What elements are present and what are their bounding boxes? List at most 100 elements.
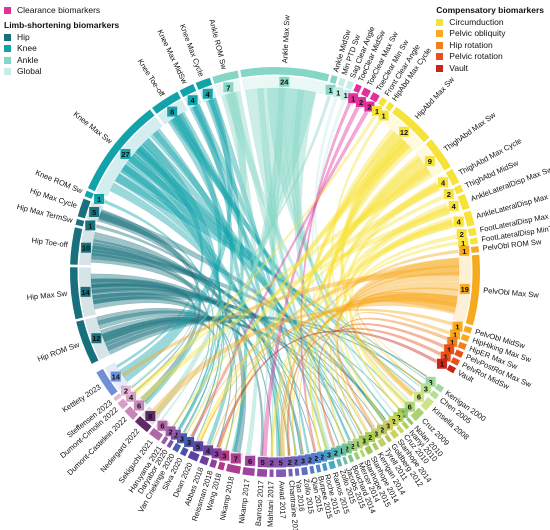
- chord-ribbon: [190, 111, 369, 438]
- study-sector: 5: [187, 438, 205, 462]
- biomarker-outer-band: [195, 77, 213, 90]
- chord-ribbon: [313, 241, 458, 450]
- study-outer-band: [301, 466, 309, 476]
- study-outer-band: [187, 450, 200, 462]
- study-sector: 2: [113, 385, 133, 402]
- biomarker-label-thighabd-max-sw: ThighAbd Max Sw: [442, 110, 498, 154]
- biomarker-outer-band: [454, 349, 464, 358]
- biomarker-sector: 8: [152, 91, 188, 125]
- biomarker-sector: 7: [212, 70, 242, 97]
- chord-ribbon: [340, 136, 414, 396]
- study-count: 3: [429, 378, 433, 387]
- biomarker-sector: 4: [179, 84, 202, 110]
- study-sector: 3: [179, 435, 195, 457]
- chord-ribbon: [92, 291, 387, 420]
- chord-ribbon: [114, 172, 426, 380]
- chord-ribbon: [292, 287, 459, 456]
- study-outer-band: [377, 437, 387, 448]
- biomarker-label-hip-max-sw: Hip Max Sw: [26, 289, 68, 302]
- chord-ribbon: [96, 307, 290, 456]
- study-count-box: [371, 428, 382, 439]
- study-outer-band: [347, 454, 355, 463]
- study-sector: 3: [381, 418, 399, 439]
- chord-ribbon: [270, 181, 440, 457]
- biomarker-count: 9: [428, 157, 432, 166]
- chord-ribbon: [309, 154, 423, 451]
- legend-label: Vault: [449, 62, 469, 73]
- biomarker-count-box: [378, 110, 389, 121]
- biomarker-label-hip-toe-off: Hip Toe-off: [31, 236, 69, 250]
- biomarker-count: 2: [359, 98, 363, 107]
- study-sector: 2: [376, 423, 392, 443]
- study-count-box: [176, 433, 187, 444]
- study-outer-band: [166, 439, 174, 449]
- biomarker-outer-band: [378, 97, 388, 107]
- biomarker-label-ankle-rom-sw: Ankle ROM Sw: [207, 18, 228, 71]
- biomarker-count: 7: [226, 83, 230, 92]
- biomarker-outer-band: [450, 357, 460, 366]
- study-outer-band: [359, 449, 366, 458]
- study-count-box: [110, 371, 121, 382]
- study-count-box: [336, 445, 347, 456]
- study-count-box: [120, 385, 131, 396]
- study-count-box: [413, 391, 424, 402]
- chord-ribbon: [100, 314, 356, 439]
- biomarker-count-box: [438, 177, 449, 188]
- study-outer-band: [209, 459, 218, 469]
- chord-ribbon: [197, 195, 445, 442]
- study-sector: 3: [358, 433, 374, 455]
- chord-ribbon: [189, 105, 282, 457]
- study-sector: 2: [305, 452, 316, 474]
- study-count-box: [126, 391, 137, 402]
- biomarker-count-box: [348, 93, 359, 104]
- study-count-box: [245, 455, 256, 466]
- study-count-box: [193, 441, 204, 452]
- study-count-box: [420, 383, 431, 394]
- legend-comp-title: Compensatory biomarkers: [436, 5, 544, 15]
- biomarker-sector: 1: [348, 83, 362, 106]
- study-count-box: [311, 453, 322, 464]
- chord-ribbon: [267, 87, 413, 396]
- chord-ribbon: [120, 164, 281, 457]
- study-count: 4: [129, 393, 134, 402]
- chord-ribbon: [314, 97, 395, 414]
- chord-ribbon: [169, 115, 391, 417]
- chord-ribbon: [97, 212, 247, 453]
- biomarker-sector: 1: [333, 77, 346, 100]
- biomarker-count: 1: [462, 247, 466, 256]
- biomarker-count: 1: [382, 112, 386, 121]
- biomarker-count-box: [399, 126, 410, 137]
- study-count-box: [425, 376, 436, 387]
- biomarker-outer-band: [329, 75, 338, 84]
- biomarker-outer-band: [463, 325, 473, 334]
- biomarker-sector: 1: [75, 218, 98, 231]
- biomarker-count-box: [424, 156, 435, 167]
- study-count: 1: [356, 440, 360, 449]
- study-sector: 2: [347, 439, 361, 461]
- biomarker-sector: 4: [195, 77, 217, 103]
- chord-ribbon: [91, 284, 373, 429]
- biomarker-label-ankle-max-sw: Ankle Max Sw: [280, 14, 291, 63]
- chord-ribbon: [254, 88, 334, 448]
- biomarker-sector: 2: [441, 184, 464, 200]
- chord-ribbon: [333, 265, 460, 435]
- chord-ribbon: [344, 182, 440, 410]
- legend-label: Clearance biomarkers: [17, 5, 101, 15]
- legend-limb-title: Limb-shortening biomarkers: [4, 20, 120, 30]
- chord-ribbon: [330, 272, 460, 439]
- chord-ribbon: [135, 145, 360, 436]
- legend-compensatory: Compensatory biomarkers Circumduction Pel…: [436, 5, 544, 74]
- biomarker-count-box: [364, 101, 375, 112]
- chord-ribbon: [179, 88, 298, 430]
- biomarker-count-box: [458, 237, 469, 248]
- study-outer-band: [420, 396, 434, 411]
- chord-ribbon: [186, 140, 411, 435]
- study-outer-band: [179, 446, 189, 457]
- chord-ribbon: [97, 310, 297, 456]
- chord-ribbon: [221, 93, 260, 455]
- chord-ribbon: [171, 114, 385, 422]
- study-sector: 6: [149, 417, 171, 441]
- biomarker-sector: 1: [434, 358, 457, 374]
- biomarker-sector: 1: [371, 97, 388, 118]
